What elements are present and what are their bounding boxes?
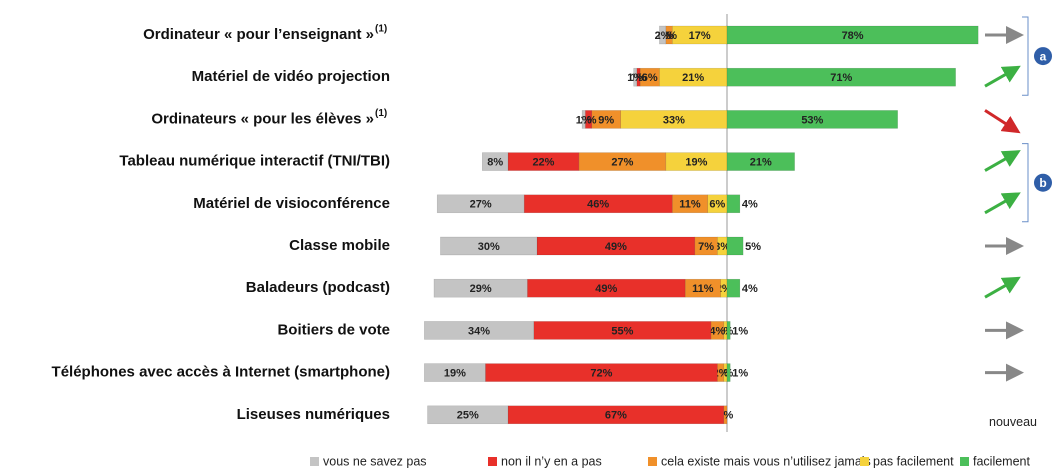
value-label: 21% xyxy=(682,72,704,84)
category-label: Classe mobile xyxy=(289,237,390,254)
bar-segment xyxy=(726,236,744,256)
value-label: 27% xyxy=(470,199,492,211)
legend-label: facilement xyxy=(973,454,1030,468)
bar-segment xyxy=(440,236,538,256)
bar-segment xyxy=(436,194,525,214)
value-label: 6% xyxy=(709,199,725,211)
bar-segment xyxy=(427,405,509,425)
bar-segment xyxy=(636,67,641,87)
value-label: 46% xyxy=(587,199,609,211)
bar-segment xyxy=(726,67,956,87)
value-label: 30% xyxy=(478,241,500,253)
value-label: 53% xyxy=(801,114,823,126)
bar-segment xyxy=(717,363,725,382)
trend-label: nouveau xyxy=(989,415,1037,429)
category-label: Ordinateur « pour l’enseignant » xyxy=(143,26,374,43)
value-label: 6% xyxy=(642,72,658,84)
bar-segment xyxy=(726,110,898,129)
bar-segment xyxy=(726,278,741,298)
group-label: a xyxy=(1040,49,1047,63)
legend-label: pas facilement xyxy=(873,454,954,468)
bar-segment xyxy=(726,321,731,340)
group-badge xyxy=(1034,47,1052,66)
value-label: 1% xyxy=(732,325,748,337)
category-label: Matériel de vidéo projection xyxy=(192,68,390,85)
legend-label: cela existe mais vous n’utilisez jamais xyxy=(661,454,871,468)
legend-swatch xyxy=(960,457,969,466)
bar-segment xyxy=(424,321,535,340)
value-label: 55% xyxy=(611,325,633,337)
value-label: 8% xyxy=(487,157,503,169)
value-label: 67% xyxy=(605,410,627,422)
trend-arrow xyxy=(984,150,1021,172)
value-label: 3% xyxy=(714,241,730,253)
bar-segment xyxy=(581,110,586,129)
trend-arrow xyxy=(984,192,1021,215)
value-label: 1% xyxy=(576,114,592,126)
value-label: 27% xyxy=(611,157,633,169)
bar-segment xyxy=(433,278,528,298)
value-label: 5% xyxy=(745,241,761,253)
value-label: 1% xyxy=(627,72,643,84)
category-label: Ordinateurs « pour les élèves » xyxy=(151,110,374,127)
category-label: Tableau numérique interactif (TNI/TBI) xyxy=(119,153,390,170)
bar-segment xyxy=(633,67,638,87)
bar-segment xyxy=(659,25,667,45)
group-label: b xyxy=(1039,176,1046,190)
value-label: 2% xyxy=(655,30,671,42)
value-label: 25% xyxy=(457,410,479,422)
group-bracket xyxy=(1022,143,1029,223)
value-label: 17% xyxy=(689,30,711,42)
category-note: (1) xyxy=(375,108,387,119)
value-label: 4% xyxy=(742,199,758,211)
bar-segment xyxy=(585,110,593,129)
value-label: 19% xyxy=(444,368,466,380)
value-label: 19% xyxy=(685,157,707,169)
value-label: 49% xyxy=(595,283,617,295)
value-label: 71% xyxy=(830,72,852,84)
value-label: 29% xyxy=(470,283,492,295)
legend-swatch xyxy=(310,457,319,466)
group-bracket xyxy=(1022,16,1029,96)
value-label: 34% xyxy=(468,325,490,337)
category-label: Boitiers de vote xyxy=(277,321,390,338)
bar-segment xyxy=(726,363,731,382)
trend-arrow xyxy=(984,65,1021,88)
category-label: Téléphones avec accès à Internet (smartp… xyxy=(52,364,390,381)
trend-arrow xyxy=(984,276,1021,299)
value-label: 11% xyxy=(679,199,701,211)
trend-arrow xyxy=(984,109,1021,134)
legend-swatch xyxy=(488,457,497,466)
category-label: Baladeurs (podcast) xyxy=(246,279,390,296)
category-label: Liseuses numériques xyxy=(237,406,390,423)
value-label: 78% xyxy=(842,30,864,42)
legend-label: vous ne savez pas xyxy=(323,454,427,468)
bar-segment xyxy=(482,152,509,171)
bar-segment xyxy=(726,25,979,45)
value-label: 22% xyxy=(532,157,554,169)
legend-swatch xyxy=(648,457,657,466)
value-label: 7% xyxy=(698,241,714,253)
value-label: 9% xyxy=(598,114,614,126)
bar-segment xyxy=(726,152,795,171)
value-label: 21% xyxy=(750,157,772,169)
bar-segment xyxy=(726,194,741,214)
value-label: 49% xyxy=(605,241,627,253)
value-label: 72% xyxy=(590,368,612,380)
value-label: 11% xyxy=(692,283,714,295)
legend-swatch xyxy=(860,457,869,466)
value-label: 4% xyxy=(709,325,725,337)
category-note: (1) xyxy=(375,24,387,35)
value-label: 4% xyxy=(742,283,758,295)
legend-label: non il n’y en a pas xyxy=(501,454,602,468)
category-label: Matériel de visioconférence xyxy=(193,195,390,212)
bar-segment xyxy=(424,363,486,382)
value-label: 33% xyxy=(663,114,685,126)
group-badge xyxy=(1034,173,1052,192)
value-label: 1% xyxy=(732,368,748,380)
